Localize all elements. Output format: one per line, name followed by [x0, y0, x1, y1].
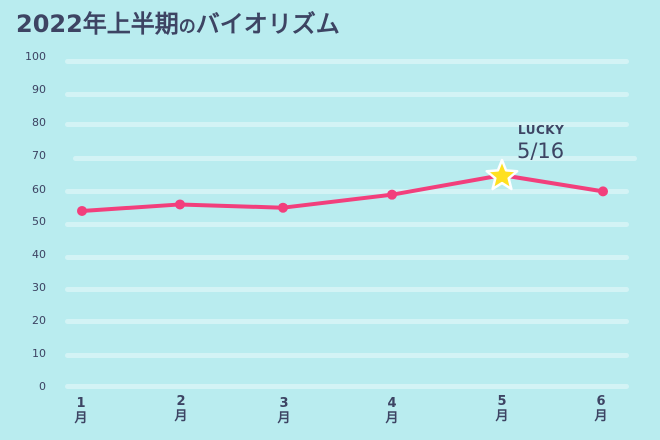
gridline-100 [65, 59, 629, 64]
y-tick-40: 40 [32, 248, 46, 261]
gridline-20 [65, 319, 629, 324]
y-tick-30: 30 [32, 281, 46, 294]
data-point [598, 186, 608, 197]
gridline-70 [73, 156, 637, 161]
gridline-40 [65, 255, 629, 260]
title-main: 2022年上半期 [16, 10, 179, 38]
chart-title: 2022年上半期のバイオリズム [16, 8, 340, 43]
gridline-10 [65, 353, 629, 358]
y-tick-0: 0 [39, 380, 46, 393]
gridline-90 [65, 92, 629, 97]
y-tick-100: 100 [25, 50, 46, 63]
data-point [77, 205, 87, 216]
lucky-label: LUCKY [518, 123, 565, 137]
lucky-star-icon [485, 158, 519, 191]
gridline-80 [65, 122, 629, 127]
y-tick-50: 50 [32, 215, 46, 228]
gridline-50 [65, 222, 629, 227]
data-point [387, 189, 397, 200]
title-suffix: バイオリズム [195, 10, 340, 38]
y-tick-90: 90 [32, 83, 46, 96]
y-tick-80: 80 [32, 116, 46, 129]
gridline-30 [65, 287, 629, 292]
biorhythm-line [80, 173, 605, 213]
data-point [278, 202, 288, 213]
gridline-0 [65, 384, 629, 389]
y-tick-20: 20 [32, 314, 46, 327]
lucky-date: 5/16 [517, 139, 565, 163]
y-tick-60: 60 [32, 183, 46, 196]
data-point-markers [77, 186, 608, 216]
title-particle: の [178, 17, 196, 37]
y-tick-10: 10 [32, 347, 46, 360]
gridline-60 [65, 189, 629, 194]
y-tick-70: 70 [32, 149, 46, 162]
data-point [175, 199, 185, 210]
